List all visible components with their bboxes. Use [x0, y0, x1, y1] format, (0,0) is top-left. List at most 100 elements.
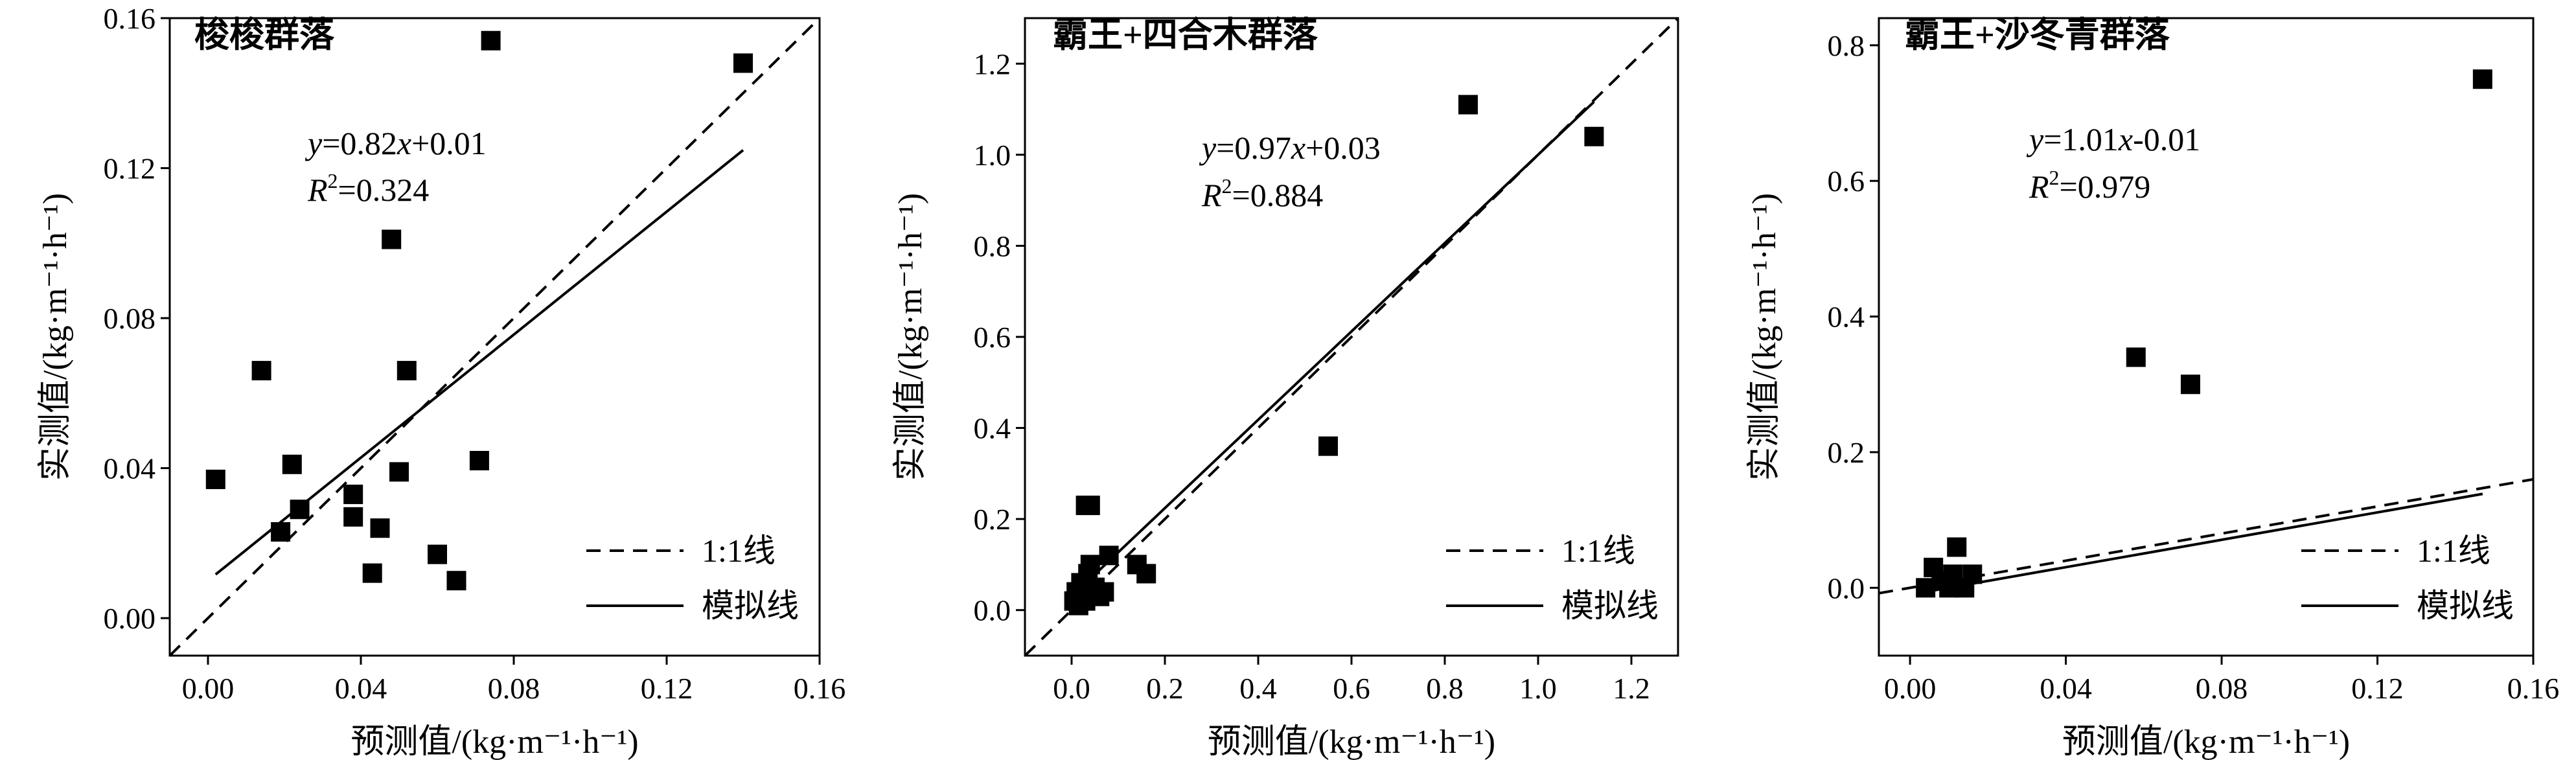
- r2-sup: 2: [328, 169, 338, 192]
- chart-panel-3: 0.00 0.04 0.08 0.12 0.16 0.0 0.2 0.4 0.6 0.8 预测值/(…: [1746, 16, 2559, 761]
- data-point: [1099, 545, 1119, 566]
- x-axis-title: 预测值/(kg·m⁻¹·h⁻¹): [351, 724, 638, 761]
- x-tick-label: 0.12: [641, 672, 693, 705]
- data-point: [271, 522, 291, 542]
- data-point: [1318, 436, 1338, 456]
- data-point: [2126, 347, 2146, 367]
- fit-equation: y=0.82x+0.01: [305, 125, 487, 161]
- x-axis-title: 预测值/(kg·m⁻¹·h⁻¹): [1208, 724, 1495, 761]
- data-point: [1458, 95, 1478, 115]
- data-point: [370, 518, 390, 538]
- data-point: [1080, 496, 1100, 516]
- y-tick-label: 0.8: [1828, 29, 1865, 62]
- plot-frame: [168, 17, 821, 657]
- plot-lines: [1025, 18, 1678, 656]
- y-tick-label: 1.2: [974, 47, 1011, 80]
- r2-val: =0.884: [1232, 177, 1324, 213]
- x-tick-label: 0.6: [1333, 672, 1370, 705]
- eq-end: -0.01: [2133, 121, 2200, 157]
- data-point: [1584, 126, 1604, 146]
- x-tick-label: 0.00: [1884, 672, 1937, 705]
- y-tick-label: 0.16: [104, 2, 156, 35]
- data-point: [1136, 564, 1156, 584]
- chart-panel-1: 0.00 0.04 0.08 0.12 0.16 0.00 0.04 0.08 0.12 0.16…: [37, 2, 845, 761]
- eq-x: x: [1291, 130, 1305, 166]
- panel-title: 梭梭群落: [194, 16, 335, 54]
- data-point: [446, 571, 466, 591]
- x-tick-label: 1.0: [1519, 672, 1557, 705]
- eq-end: +0.03: [1305, 130, 1381, 166]
- eq-y: y: [2026, 121, 2044, 157]
- y-tick-label: 0.0: [1828, 571, 1865, 604]
- data-point: [481, 30, 501, 51]
- x-tick-label: 0.16: [794, 672, 846, 705]
- data-point: [2180, 374, 2200, 395]
- legend-label-one-to-one: 1:1线: [1561, 533, 1635, 569]
- panel-title: 霸王+四合木群落: [1053, 16, 1318, 54]
- data-point: [1962, 564, 1983, 584]
- data-point: [428, 544, 447, 564]
- y-axis-title: 实测值/(kg·m⁻¹·h⁻¹): [1746, 193, 1783, 481]
- r-squared: R2=0.324: [307, 169, 429, 208]
- fit-equation: y=0.97x+0.03: [1199, 130, 1381, 166]
- x-tick-label: 0.04: [335, 672, 387, 705]
- data-point: [362, 563, 382, 583]
- x-tick-label: 0.12: [2351, 672, 2404, 705]
- y-tick-label: 0.8: [974, 229, 1011, 262]
- y-tick-label: 0.2: [1828, 436, 1865, 469]
- y-tick-label: 0.08: [104, 302, 156, 335]
- x-tick-label: 0.16: [2507, 672, 2560, 705]
- eq-mid: =0.97: [1216, 130, 1291, 166]
- r2-val: =0.324: [338, 172, 430, 208]
- r2-r: R: [307, 172, 328, 208]
- y-tick-label: 0.12: [104, 152, 156, 185]
- x-tick-label: 0.00: [182, 672, 235, 705]
- x-tick-label: 0.4: [1239, 672, 1277, 705]
- eq-mid: =0.82: [322, 125, 397, 161]
- data-point: [1947, 537, 1967, 557]
- fit-line: [1070, 100, 1595, 598]
- r2-r: R: [2029, 168, 2049, 205]
- y-tick-label: 0.04: [104, 452, 156, 485]
- fit-equation: y=1.01x-0.01: [2026, 121, 2200, 157]
- data-point: [382, 229, 402, 249]
- y-axis-title: 实测值/(kg·m⁻¹·h⁻¹): [892, 193, 929, 481]
- x-tick-label: 0.0: [1053, 672, 1090, 705]
- x-axis-title: 预测值/(kg·m⁻¹·h⁻¹): [2062, 724, 2350, 761]
- y-tick-label: 0.6: [974, 321, 1011, 354]
- y-tick-label: 0.6: [1828, 165, 1865, 198]
- data-point: [205, 469, 225, 489]
- data-point: [2472, 69, 2492, 89]
- eq-x: x: [397, 125, 411, 161]
- eq-y: y: [1199, 130, 1217, 166]
- legend-label-fit: 模拟线: [1561, 588, 1659, 624]
- one-to-one-line: [1879, 477, 2533, 595]
- data-point: [251, 361, 271, 381]
- legend-label-one-to-one: 1:1线: [2417, 533, 2490, 569]
- data-point: [1080, 555, 1100, 575]
- data-point: [397, 361, 417, 381]
- y-tick-label: 0.4: [1828, 301, 1865, 334]
- eq-x: x: [2118, 121, 2133, 157]
- data-point: [1094, 582, 1114, 602]
- data-point: [343, 507, 363, 527]
- plot-frame: [1878, 17, 2535, 657]
- data-point: [733, 53, 753, 73]
- data-point: [469, 451, 489, 471]
- r-squared: R2=0.884: [1201, 174, 1323, 213]
- eq-mid: =1.01: [2043, 121, 2119, 157]
- fit-line: [1925, 492, 2483, 593]
- y-tick-label: 1.0: [974, 139, 1011, 172]
- chart-panel-2: 0.0 0.2 0.4 0.6 0.8 1.0 1.2 0.0 0.2 0.4 0.6 0.8 1.0 1…: [892, 16, 1679, 761]
- legend-label-fit: 模拟线: [702, 588, 799, 624]
- x-tick-label: 0.8: [1426, 672, 1464, 705]
- y-tick-label: 0.2: [974, 503, 1011, 536]
- x-tick-label: 0.08: [488, 672, 540, 705]
- y-tick-label: 0.4: [974, 412, 1011, 445]
- x-tick-label: 0.08: [2196, 672, 2248, 705]
- data-point: [343, 485, 363, 505]
